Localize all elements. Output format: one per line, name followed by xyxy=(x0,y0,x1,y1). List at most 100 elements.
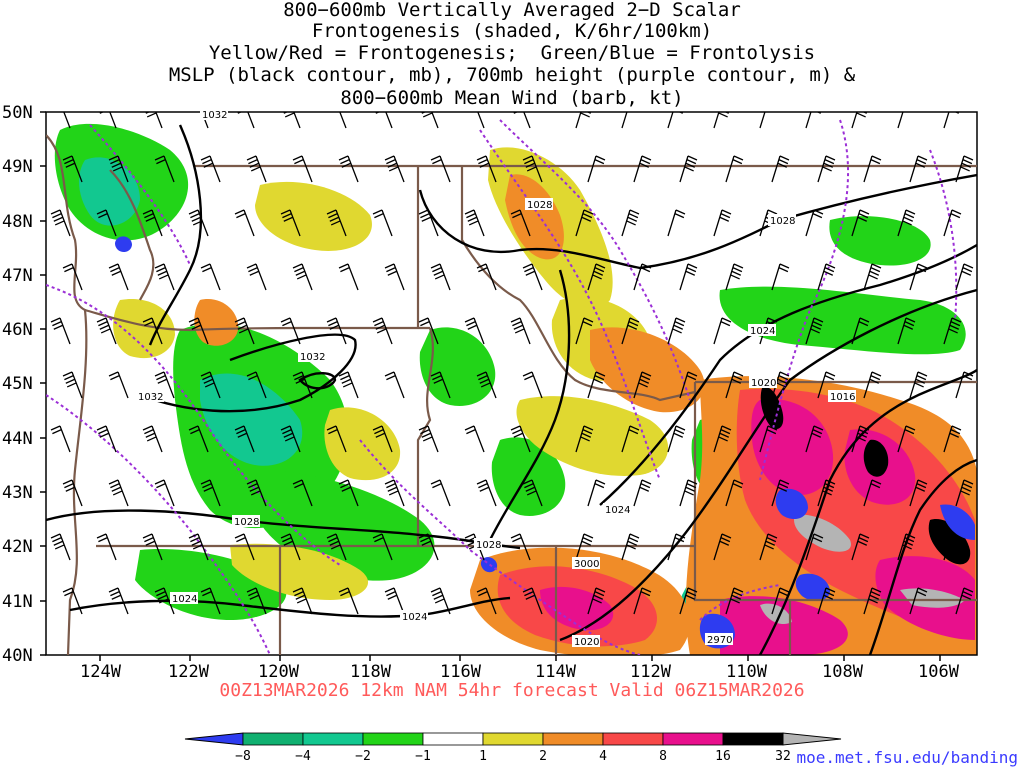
colorbar-label: 4 xyxy=(599,749,607,764)
wind-barb xyxy=(575,209,594,237)
colorbar-label: −2 xyxy=(355,749,371,764)
or-id-border xyxy=(416,327,434,546)
wind-barb xyxy=(142,209,163,237)
wind-barb xyxy=(863,587,882,615)
wind-barb xyxy=(142,317,163,345)
frontogenesis-patch xyxy=(505,174,564,260)
wind-barb xyxy=(510,209,531,237)
wind-barb xyxy=(464,317,485,345)
title-line-5: 800−600mb Mean Wind (barb, kt) xyxy=(340,87,684,109)
wind-barb xyxy=(851,209,870,237)
mslp-label: 1020 xyxy=(574,637,599,648)
mslp-contour xyxy=(868,458,977,655)
wind-barb xyxy=(679,587,698,615)
frontolysis-patch xyxy=(795,573,830,601)
wind-barb xyxy=(851,425,870,453)
mslp-contour xyxy=(69,596,511,618)
wind-barb xyxy=(326,425,347,453)
wind-barb xyxy=(50,209,71,237)
wind-barb xyxy=(633,263,652,291)
wind-barb xyxy=(200,479,221,507)
wind-barb xyxy=(421,112,439,129)
wind-barb xyxy=(575,112,592,129)
lon-label: 122W xyxy=(168,662,210,682)
lat-label: 46N xyxy=(2,320,33,340)
wind-barb xyxy=(909,371,928,399)
wind-barb xyxy=(418,209,439,237)
wind-barb xyxy=(63,112,71,129)
wind-barb xyxy=(246,263,267,291)
wind-barb xyxy=(725,587,744,615)
wind-barb xyxy=(667,317,686,345)
colorbar-swatch xyxy=(184,732,244,746)
wind-barb xyxy=(234,209,255,237)
frontogenesis-zone xyxy=(720,596,848,655)
mslp-contour xyxy=(559,288,977,642)
wind-barb xyxy=(805,112,822,129)
wind-barb xyxy=(338,155,359,183)
height-contour xyxy=(46,394,271,655)
wind-barb xyxy=(108,371,129,399)
mslp-label: 1024 xyxy=(750,326,775,337)
colorbar-label: 1 xyxy=(479,749,487,764)
frontogenesis-patch xyxy=(516,396,669,476)
mslp-label: 1032 xyxy=(202,110,227,121)
frontogenesis-band xyxy=(540,586,614,631)
wind-barb xyxy=(96,533,117,561)
wind-barb xyxy=(62,263,83,291)
lon-label: 124W xyxy=(80,662,122,682)
wind-barb xyxy=(817,263,836,291)
colorbar-label: 32 xyxy=(775,749,791,764)
wind-barb xyxy=(863,155,882,183)
wind-barb xyxy=(200,587,221,615)
wind-barb xyxy=(909,587,928,615)
wind-barb xyxy=(200,263,221,291)
colorbar-swatch xyxy=(242,732,304,746)
mslp-label: 1024 xyxy=(605,505,630,516)
coastline xyxy=(46,134,88,655)
longitude-labels: 124W 122W 120W 118W 116W 114W 112W 110W … xyxy=(80,662,960,682)
colorbar-label: 2 xyxy=(539,749,547,764)
colorbar-swatch xyxy=(782,732,842,746)
mslp-contours xyxy=(46,124,977,655)
colorbar: −8 −4 −2 −1 1 2 4 8 16 32 xyxy=(184,732,842,764)
wind-barb xyxy=(633,479,652,507)
wind-barb xyxy=(805,533,824,561)
lat-label: 48N xyxy=(2,212,33,232)
wind-barb xyxy=(326,317,347,345)
wind-barb xyxy=(667,112,684,129)
wind-barb xyxy=(943,209,962,237)
wind-barb xyxy=(430,587,451,615)
wind-barb xyxy=(62,479,83,507)
wind-barb xyxy=(522,155,543,183)
mslp-contour xyxy=(46,509,521,550)
wind-barb xyxy=(188,533,209,561)
wind-barb xyxy=(188,209,209,237)
wind-barb xyxy=(943,112,960,129)
wind-barb xyxy=(713,112,730,129)
wind-barb xyxy=(955,263,974,291)
wind-barb xyxy=(280,533,301,561)
wind-barb xyxy=(575,425,594,453)
wind-barb xyxy=(62,587,83,615)
wind-barb xyxy=(430,263,451,291)
wind-barb xyxy=(587,371,606,399)
wind-barb xyxy=(713,425,732,453)
colorbar-label: −4 xyxy=(295,749,311,764)
wind-barb xyxy=(200,155,221,183)
longitude-axis xyxy=(99,655,941,661)
colorbar-label: 8 xyxy=(659,749,667,764)
wind-barb xyxy=(384,155,405,183)
wind-barb xyxy=(154,155,175,183)
wind-barb xyxy=(679,479,698,507)
wind-barb xyxy=(62,155,83,183)
wind-barb xyxy=(955,155,974,183)
mslp-label: 1028 xyxy=(770,216,795,227)
wind-barb xyxy=(851,317,870,345)
wind-barb xyxy=(510,425,531,453)
wind-barb xyxy=(154,371,175,399)
wind-barb xyxy=(713,317,732,345)
lon-label: 112W xyxy=(630,662,672,682)
colorbar-label: 16 xyxy=(715,749,731,764)
wind-barb xyxy=(522,371,543,399)
